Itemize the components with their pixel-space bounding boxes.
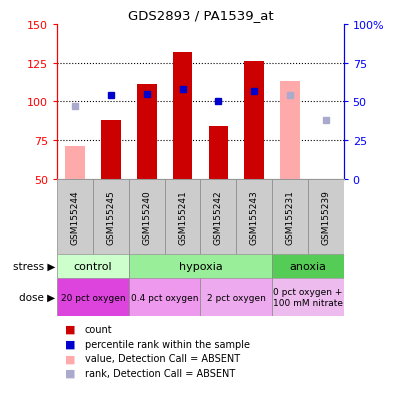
Text: ■: ■ [65, 368, 76, 378]
Text: dose ▶: dose ▶ [19, 292, 55, 302]
Text: GSM155244: GSM155244 [71, 190, 80, 244]
Bar [57, 279, 129, 316]
Bar [101, 121, 121, 180]
Bar [280, 82, 300, 180]
Bar [308, 180, 344, 254]
Title: GDS2893 / PA1539_at: GDS2893 / PA1539_at [128, 9, 273, 22]
Bar [93, 180, 129, 254]
Bar [236, 180, 272, 254]
Text: GSM155243: GSM155243 [250, 190, 259, 244]
Text: GSM155242: GSM155242 [214, 190, 223, 244]
Bar [272, 180, 308, 254]
Text: 0.4 pct oxygen: 0.4 pct oxygen [131, 293, 198, 302]
Text: hypoxia: hypoxia [179, 261, 222, 271]
Text: GSM155239: GSM155239 [321, 190, 330, 244]
Text: GSM155241: GSM155241 [178, 190, 187, 244]
Text: value, Detection Call = ABSENT: value, Detection Call = ABSENT [85, 354, 240, 363]
Bar [272, 279, 344, 316]
Text: ■: ■ [65, 324, 76, 334]
Text: rank, Detection Call = ABSENT: rank, Detection Call = ABSENT [85, 368, 235, 378]
Bar [137, 85, 156, 180]
Text: count: count [85, 324, 113, 334]
Bar [57, 254, 129, 279]
Bar [245, 62, 264, 180]
Text: GSM155240: GSM155240 [142, 190, 151, 244]
Bar [65, 147, 85, 180]
Bar [57, 180, 93, 254]
Text: GSM155231: GSM155231 [286, 190, 294, 244]
Text: control: control [74, 261, 113, 271]
Bar [129, 254, 272, 279]
Text: GSM155245: GSM155245 [107, 190, 115, 244]
Text: stress ▶: stress ▶ [13, 261, 55, 271]
Text: 20 pct oxygen: 20 pct oxygen [61, 293, 125, 302]
Text: ■: ■ [65, 339, 76, 349]
Bar [165, 180, 201, 254]
Text: anoxia: anoxia [290, 261, 326, 271]
Text: percentile rank within the sample: percentile rank within the sample [85, 339, 250, 349]
Bar [201, 279, 272, 316]
Bar [173, 53, 192, 180]
Text: 2 pct oxygen: 2 pct oxygen [207, 293, 266, 302]
Bar [129, 180, 165, 254]
Bar [209, 127, 228, 180]
Text: ■: ■ [65, 354, 76, 363]
Bar [201, 180, 236, 254]
Text: 0 pct oxygen +
100 mM nitrate: 0 pct oxygen + 100 mM nitrate [273, 288, 343, 307]
Bar [129, 279, 201, 316]
Bar [272, 254, 344, 279]
